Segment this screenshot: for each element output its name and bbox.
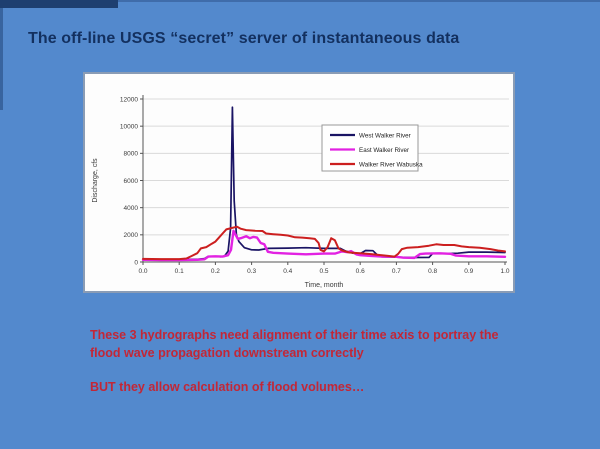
y-tick-label: 2000 — [124, 232, 139, 239]
y-axis-title: Discharge, cfs — [92, 158, 99, 203]
y-tick-label: 0 — [134, 259, 138, 266]
x-tick-label: 0.8 — [428, 268, 437, 275]
y-tick-label: 8000 — [124, 151, 139, 158]
series-walker-river-wabuska — [142, 225, 506, 261]
series-east-walker-river — [141, 229, 507, 262]
x-tick-label: 0.5 — [319, 268, 328, 275]
x-tick-label: 0.6 — [356, 268, 365, 275]
x-tick-label: 0.4 — [283, 268, 292, 275]
x-tick-label: 0.3 — [247, 268, 256, 275]
x-tick-label: 0.7 — [392, 268, 401, 275]
legend-label: West Walker River — [359, 132, 411, 139]
x-axis-title: Time, month — [305, 282, 344, 289]
notes-block: These 3 hydrographs need alignment of th… — [90, 327, 550, 397]
top-edge-divider — [0, 0, 600, 2]
slide-title: The off-line USGS “secret” server of ins… — [28, 30, 460, 47]
y-tick-label: 12000 — [120, 96, 138, 103]
note-line-2: flood wave propagation downstream correc… — [90, 345, 364, 360]
chart-panel: 0 2000 4000 6000 8000 10000 12000 0.0 0.1 0.2 0.3 0… — [83, 72, 515, 293]
hydrograph-chart: 0 2000 4000 6000 8000 10000 12000 0.0 0.1 0.2 0.3 0… — [92, 95, 510, 289]
x-tick-label: 0.1 — [175, 268, 184, 275]
top-left-accent-bar — [0, 0, 118, 8]
note-line-3: BUT they allow calculation of flood volu… — [90, 380, 365, 394]
x-tick-label: 0.2 — [211, 268, 220, 275]
left-edge-divider — [0, 0, 3, 110]
note-line-1: These 3 hydrographs need alignment of th… — [90, 328, 499, 342]
legend-label: Walker River Wabuska — [359, 161, 423, 168]
x-tick-label: 0.0 — [138, 268, 147, 275]
y-tick-label: 6000 — [124, 178, 139, 185]
y-tick-label: 10000 — [120, 123, 138, 130]
x-tick-label: 0.9 — [464, 268, 473, 275]
y-tick-label: 4000 — [124, 205, 139, 212]
legend-label: East Walker River — [359, 147, 409, 154]
x-tick-label: 1.0 — [500, 268, 509, 275]
